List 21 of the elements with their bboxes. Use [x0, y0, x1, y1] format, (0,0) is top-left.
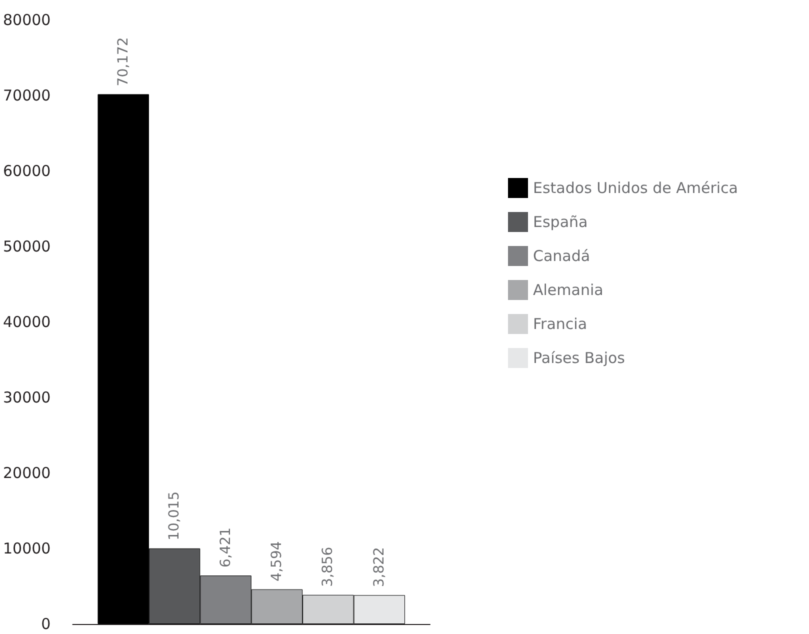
data-label: 6,421 [218, 527, 234, 568]
y-tick-label: 30000 [3, 388, 51, 406]
data-label: 10,015 [166, 491, 183, 540]
y-tick-label: 50000 [3, 238, 51, 256]
data-label: 3,822 [371, 547, 388, 588]
y-tick-label: 0 [41, 615, 51, 633]
y-tick-label: 20000 [3, 464, 51, 482]
legend-label: España [533, 213, 588, 231]
legend-label: Francia [533, 315, 588, 333]
legend-label: Canadá [533, 247, 590, 265]
y-tick-label: 70000 [3, 86, 51, 104]
legend-label: Alemania [533, 281, 604, 299]
y-tick-label: 10000 [3, 540, 51, 558]
data-label: 4,594 [268, 541, 285, 582]
data-label: 3,856 [320, 546, 336, 587]
y-tick-label: 60000 [3, 162, 51, 180]
legend-label: Países Bajos [533, 349, 626, 367]
legend-label: Estados Unidos de América [533, 179, 738, 197]
y-tick-label: 80000 [3, 11, 51, 29]
data-label: 70,172 [115, 37, 132, 86]
y-tick-label: 40000 [3, 313, 51, 331]
